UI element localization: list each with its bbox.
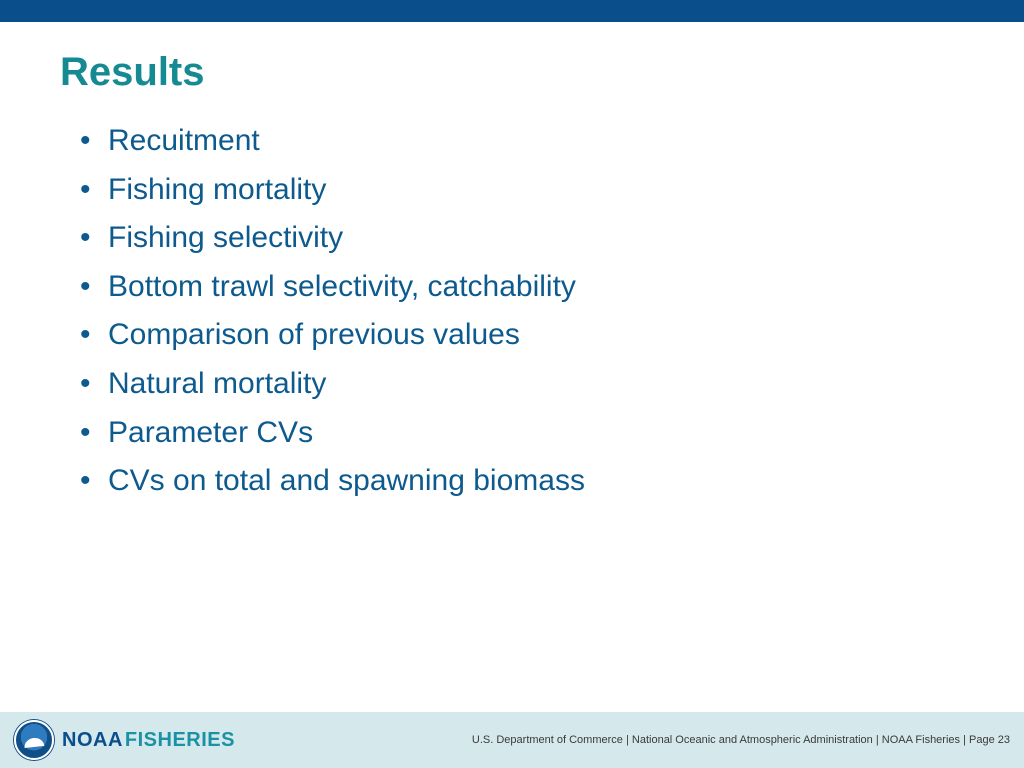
brand-fisheries: FISHERIES <box>125 729 235 752</box>
slide-footer: NOAA FISHERIES U.S. Department of Commer… <box>0 712 1024 768</box>
footer-page: Page 23 <box>969 734 1010 746</box>
list-item: Comparison of previous values <box>80 311 964 360</box>
bullet-list: Recuitment Fishing mortality Fishing sel… <box>80 117 964 506</box>
list-item: Recuitment <box>80 117 964 166</box>
slide-content: Results Recuitment Fishing mortality Fis… <box>0 22 1024 506</box>
brand-text: NOAA FISHERIES <box>62 729 235 752</box>
brand-noaa: NOAA <box>62 729 123 752</box>
footer-attribution: U.S. Department of Commerce | National O… <box>472 734 1010 746</box>
footer-admin: National Oceanic and Atmospheric Adminis… <box>632 734 873 746</box>
slide-title: Results <box>60 50 964 95</box>
footer-sep: | <box>623 734 632 746</box>
list-item: Fishing mortality <box>80 166 964 215</box>
noaa-seal-icon <box>14 720 54 760</box>
footer-sep: | <box>873 734 882 746</box>
footer-org: NOAA Fisheries <box>882 734 960 746</box>
list-item: Bottom trawl selectivity, catchability <box>80 263 964 312</box>
list-item: CVs on total and spawning biomass <box>80 457 964 506</box>
footer-dept: U.S. Department of Commerce <box>472 734 623 746</box>
top-accent-bar <box>0 0 1024 22</box>
footer-sep: | <box>960 734 969 746</box>
brand-lockup: NOAA FISHERIES <box>14 720 235 760</box>
list-item: Parameter CVs <box>80 409 964 458</box>
list-item: Fishing selectivity <box>80 214 964 263</box>
list-item: Natural mortality <box>80 360 964 409</box>
